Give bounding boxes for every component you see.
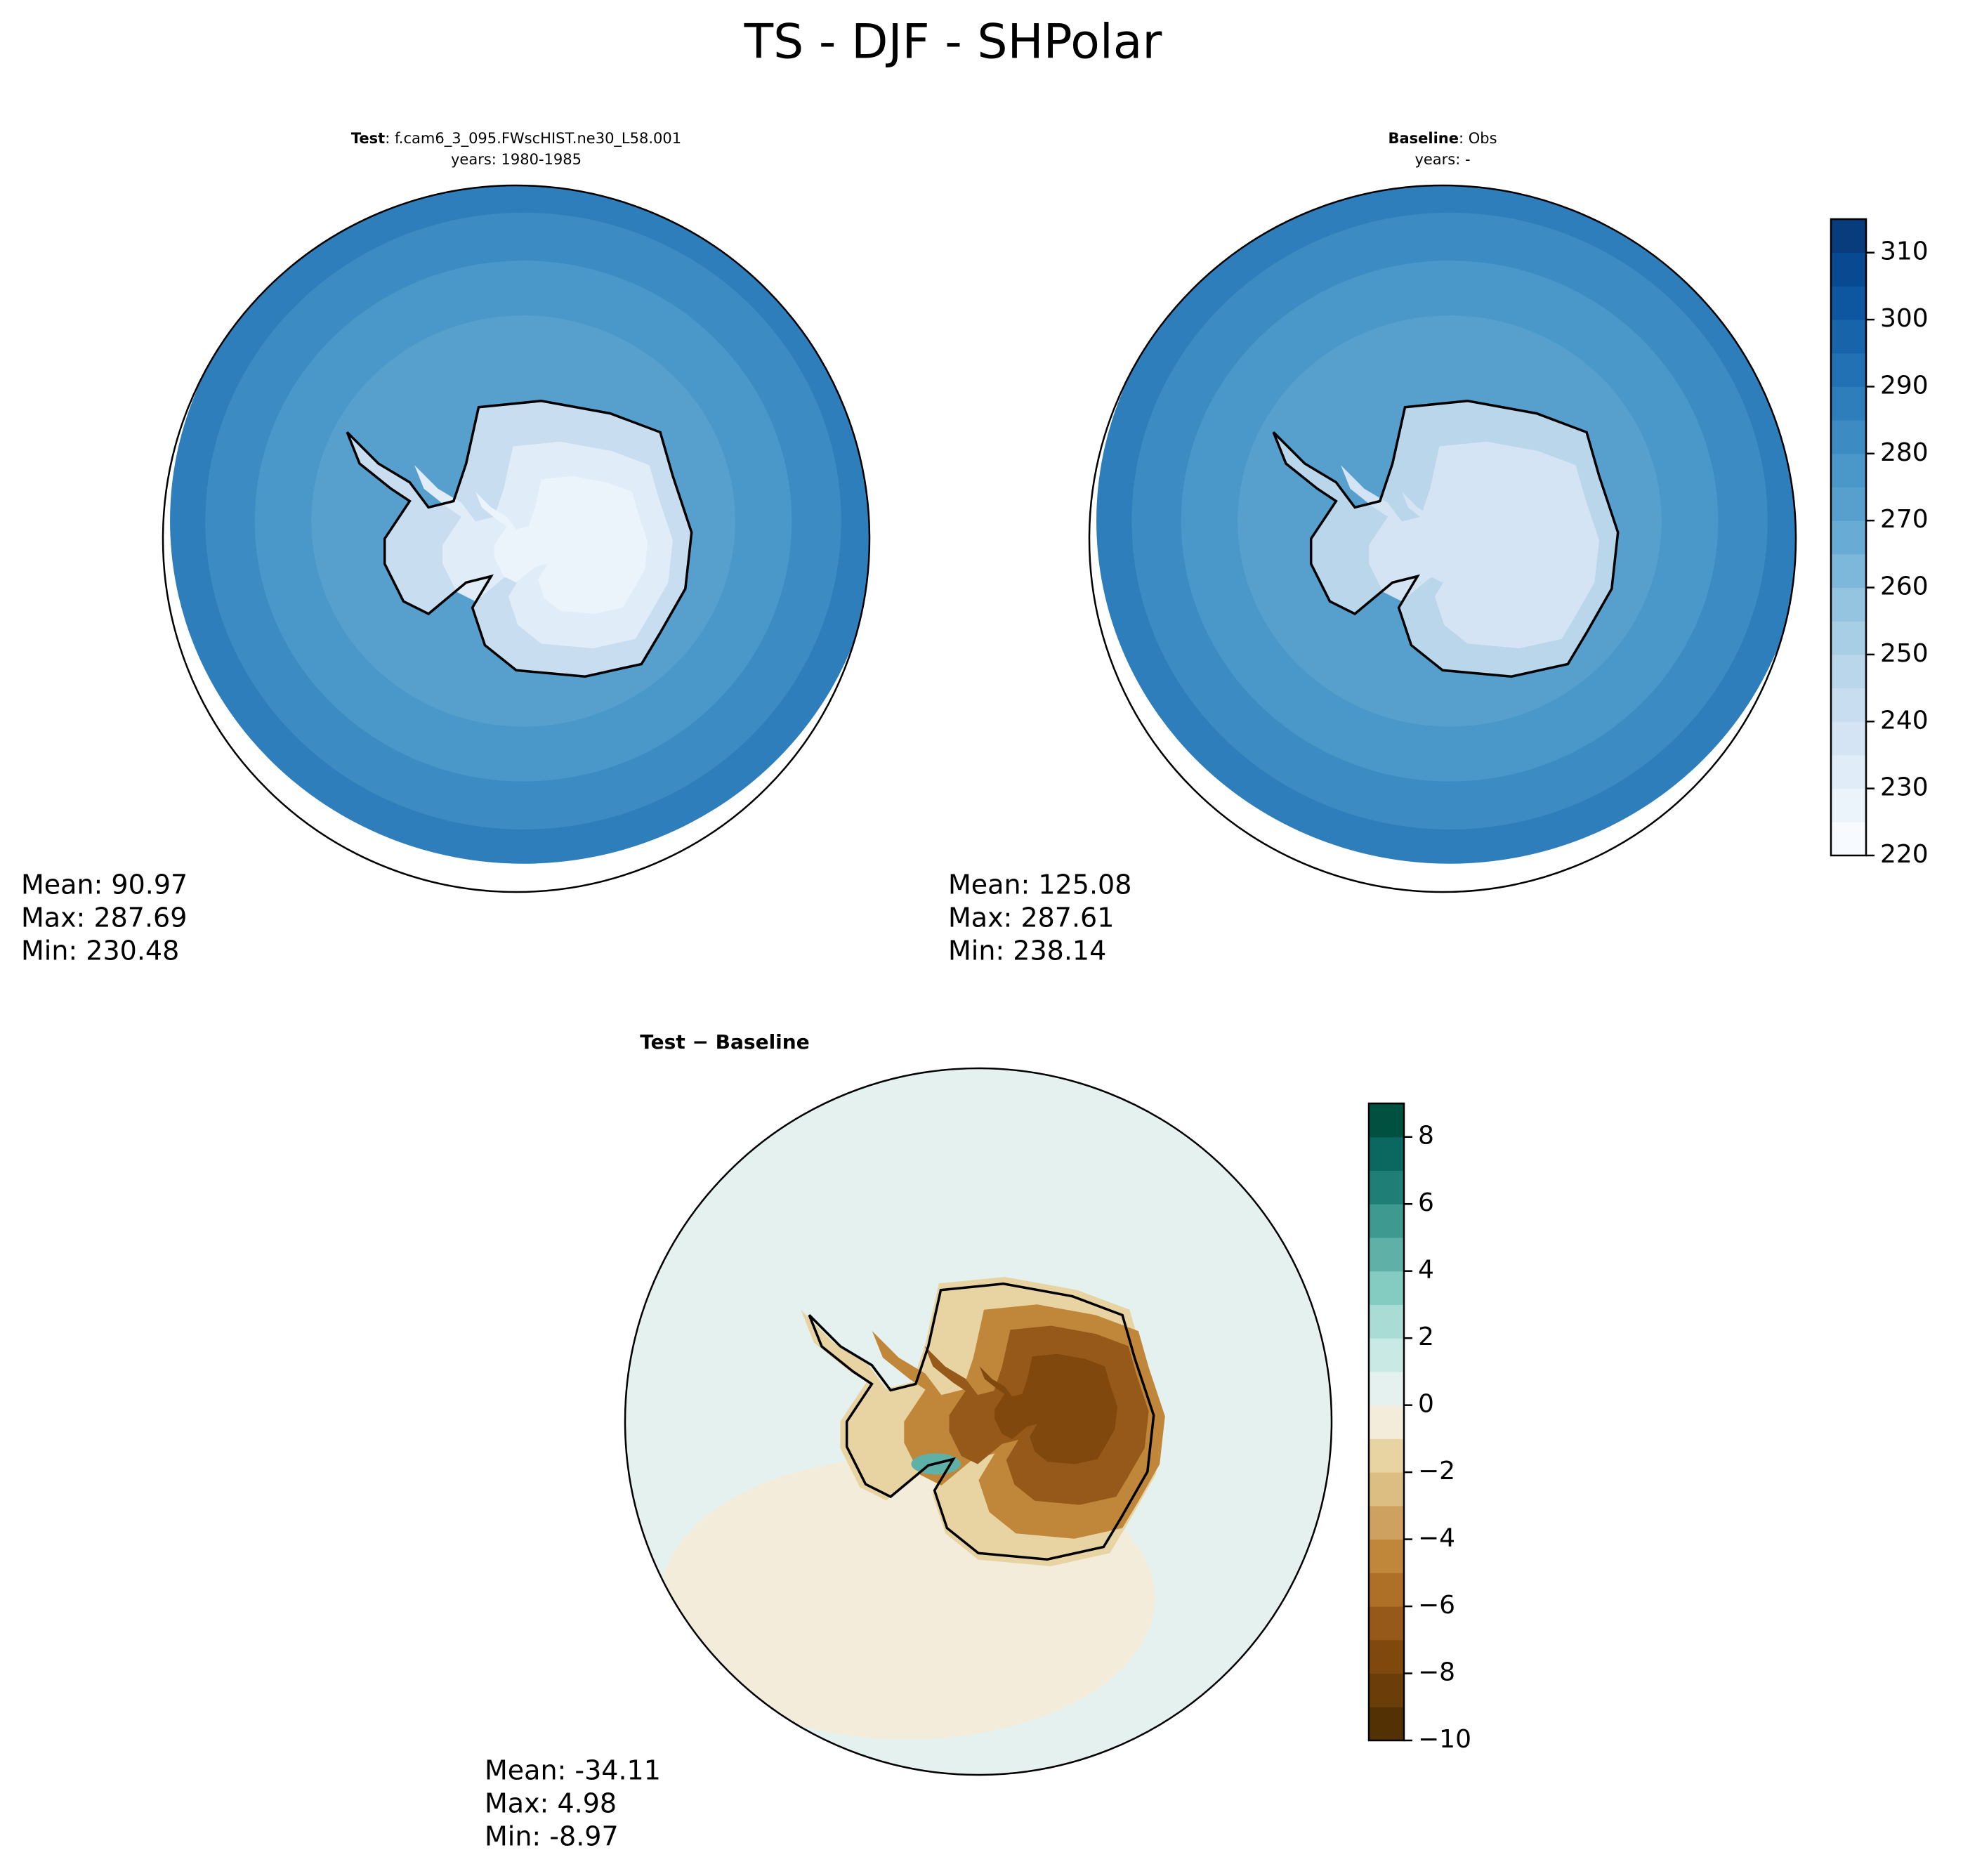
coastline (346, 400, 693, 678)
colorbar-band (1369, 1573, 1404, 1607)
panel-title-rest: : Obs (1459, 130, 1497, 147)
colorbar-frame (1367, 1102, 1405, 1742)
colorbar-tick-label: −10 (1418, 1725, 1471, 1754)
map-border (162, 184, 871, 893)
colorbar-band (1369, 1304, 1404, 1339)
colorbar-band (1831, 420, 1866, 454)
colorbar-tick-label: 280 (1880, 438, 1929, 467)
colorbar-tick-label: 6 (1418, 1188, 1434, 1217)
stat-text: Mean: 90.97 (21, 870, 188, 900)
colorbar-band (1369, 1170, 1404, 1205)
map-layer (625, 1068, 1332, 1775)
colorbar-band (1369, 1707, 1404, 1741)
colorbar-band (1369, 1338, 1404, 1372)
colorbar-band (1831, 754, 1866, 789)
figure-title: TS - DJF - SHPolar (744, 15, 1162, 70)
colorbar-band (1369, 1136, 1404, 1171)
colorbar-tick-label: 0 (1418, 1390, 1434, 1419)
stat-text: Max: 287.69 (21, 903, 187, 933)
colorbar-tick-label: 290 (1880, 371, 1929, 400)
stat-text: Min: 230.48 (21, 936, 179, 966)
colorbar-band (1369, 1639, 1404, 1674)
colorbar-band (1831, 252, 1866, 287)
colorbar-tick-label: 2 (1418, 1323, 1434, 1351)
colorbar-band (1369, 1204, 1404, 1238)
colorbar-band (1369, 1472, 1404, 1507)
map-border (1088, 184, 1797, 893)
panel-title-bold: Test (351, 130, 385, 147)
stat-text: Mean: 125.08 (948, 870, 1131, 900)
colorbar-band (1369, 1371, 1404, 1406)
colorbar-band (1831, 587, 1866, 622)
stat-text: Max: 287.61 (948, 903, 1114, 933)
colorbar-tick-label: 310 (1880, 237, 1929, 266)
colorbar-tick-label: 270 (1880, 505, 1929, 534)
colorbar-tick-label: 220 (1880, 840, 1929, 869)
colorbar-tick-label: 240 (1880, 706, 1929, 735)
colorbar-tick-label: 300 (1880, 304, 1929, 333)
colorbar-band (1831, 621, 1866, 655)
colorbar-band (1369, 1673, 1404, 1707)
colorbar-band (1831, 721, 1866, 756)
contour-band (979, 1353, 1117, 1464)
panel-subtitle: years: - (1414, 151, 1470, 168)
colorbar-band (1831, 553, 1866, 589)
colorbar-band (1831, 654, 1866, 689)
colorbar-band (1369, 1103, 1404, 1138)
colorbar-band (1831, 822, 1866, 856)
stat-text: Max: 4.98 (485, 1788, 617, 1819)
map-layer (170, 185, 869, 864)
colorbar-band (1831, 520, 1866, 555)
panel-title: Test: f.cam6_3_095.FWscHIST.ne30_L58.001 (351, 130, 681, 147)
panel-title: Baseline: Obs (1388, 130, 1497, 147)
colorbar-band (1831, 219, 1866, 254)
colorbar-band (1831, 386, 1866, 421)
colorbar-band (1831, 453, 1866, 487)
colorbar-band (1831, 353, 1866, 387)
colorbar-band (1831, 788, 1866, 822)
colorbar-band (1831, 286, 1866, 320)
colorbar-band (1369, 1405, 1404, 1439)
colorbar-tick-label: 4 (1418, 1256, 1434, 1285)
colorbar-tick-label: 230 (1880, 773, 1929, 802)
panel-title-bold: Baseline (1388, 130, 1459, 147)
colorbar-tick-label: −6 (1418, 1591, 1455, 1620)
colorbar-band (1369, 1539, 1404, 1573)
stat-text: Min: 238.14 (948, 936, 1106, 966)
colorbar-band (1831, 688, 1866, 722)
colorbar-tick-label: −2 (1418, 1457, 1455, 1485)
map-border (624, 1067, 1333, 1776)
colorbar-band (1369, 1237, 1404, 1272)
panel-title-rest: : f.cam6_3_095.FWscHIST.ne30_L58.001 (385, 130, 681, 147)
coastline (1272, 400, 1620, 678)
stat-text: Min: -8.97 (485, 1821, 619, 1852)
panel-title: Test − Baseline (640, 1030, 809, 1054)
colorbar-band (1369, 1271, 1404, 1305)
panel-subtitle: years: 1980-1985 (451, 151, 582, 168)
colorbar-band (1369, 1505, 1404, 1540)
colorbar-frame (1830, 218, 1867, 857)
colorbar-band (1369, 1606, 1404, 1641)
coastline (808, 1283, 1155, 1561)
colorbar-band (1831, 320, 1866, 354)
map-layer (1096, 185, 1796, 864)
colorbar-band (1369, 1438, 1404, 1473)
colorbar-band (1831, 487, 1866, 521)
colorbar-tick-label: −4 (1418, 1524, 1455, 1553)
land-band (1402, 475, 1575, 614)
colorbar-tick-label: 250 (1880, 639, 1929, 668)
stat-text: Mean: -34.11 (485, 1755, 661, 1786)
colorbar-tick-label: 8 (1418, 1122, 1434, 1150)
land-band (475, 475, 648, 614)
colorbar-tick-label: −8 (1418, 1658, 1455, 1687)
colorbar-tick-label: 260 (1880, 572, 1929, 601)
